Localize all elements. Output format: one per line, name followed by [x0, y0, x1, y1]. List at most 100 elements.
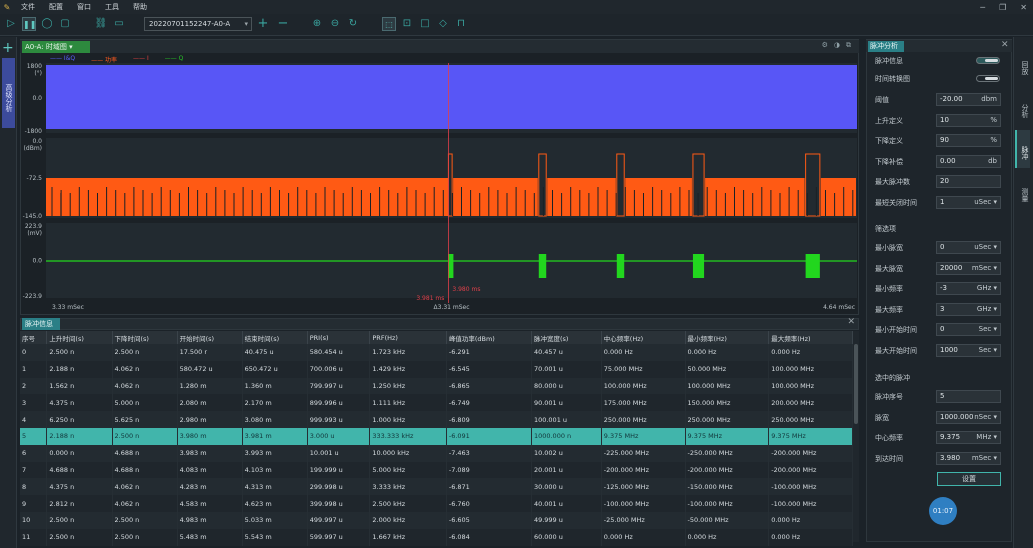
table-cell: 9.375 MHz	[685, 427, 770, 445]
lock-icon[interactable]: ◑	[833, 41, 846, 49]
column-header[interactable]: 脉冲宽度(s)	[531, 331, 602, 344]
tab-pulse-info[interactable]: 脉冲信息	[22, 318, 60, 330]
column-header[interactable]: 峰值功率(dBm)	[446, 331, 532, 344]
table-cell: 100.001 u	[531, 411, 602, 428]
field-input[interactable]: 0 Sec ▾	[936, 323, 1001, 336]
table-row[interactable]: 5 2.188 n 2.500 n 3.980 m 3.981 m 3.000 u 333.…	[20, 427, 853, 445]
pulse-info-toggle[interactable]	[976, 57, 1000, 64]
y-unit-label: (mV)	[27, 230, 42, 237]
column-header[interactable]: 开始时间(s)	[177, 331, 243, 344]
stop-icon[interactable]: ▢	[60, 18, 70, 29]
table-scrollbar[interactable]	[853, 331, 859, 542]
table-cell: 100.000 MHz	[768, 377, 853, 395]
zoom-in-icon[interactable]: ⊕	[312, 18, 322, 29]
field-input[interactable]: -3 GHz ▾	[936, 282, 1001, 295]
field-input[interactable]: 3 GHz ▾	[936, 302, 1001, 316]
table-cell: -6.291	[446, 344, 532, 361]
column-header[interactable]: PRF(Hz)	[369, 331, 447, 344]
table-cell: 60.000 u	[531, 528, 602, 546]
time-domain-chart[interactable]: 1800 0.0 -1800 (°) 0.0 -72.5 -145.0 (dBm) 223.9 0…	[22, 63, 857, 313]
close-icon[interactable]: ✕	[847, 317, 855, 327]
column-header[interactable]: 中心频率(Hz)	[601, 331, 686, 344]
loop-icon[interactable]: ◯	[41, 18, 53, 29]
cursor-label: 3.981 ms	[416, 295, 444, 302]
column-header[interactable]: 最小频率(Hz)	[685, 331, 770, 344]
tab-pulse-analysis[interactable]: 脉冲分析	[868, 41, 904, 52]
field-label: 脉冲序号	[875, 393, 903, 401]
right-rail-tab[interactable]: 分析	[1021, 104, 1029, 118]
right-rail-tab[interactable]: 脉冲	[1015, 130, 1030, 168]
folder-icon[interactable]: ▭	[114, 18, 124, 29]
table-row[interactable]: 0 2.500 n 2.500 n 17.500 r 40.475 u 580.454 u…	[20, 344, 853, 361]
table-row[interactable]: 9 2.812 n 4.062 n 4.583 m 4.623 m 399.998 u 2.…	[20, 495, 853, 512]
select-cursor-icon[interactable]: ⬚	[382, 17, 396, 31]
pause-icon[interactable]: ❚❚	[22, 17, 36, 31]
region-icon[interactable]: □	[420, 18, 430, 29]
table-cell: 4.983 m	[177, 511, 243, 529]
pulse-icon[interactable]: ⊓	[457, 18, 465, 29]
column-header[interactable]: 下降时间(s)	[112, 331, 178, 344]
table-row[interactable]: 1 2.188 n 4.062 n 580.472 u 650.472 u 700.006…	[20, 360, 853, 378]
table-row[interactable]: 6 0.000 n 4.688 n 3.983 m 3.993 m 10.001 u 10.…	[20, 444, 853, 462]
set-button[interactable]: 设置	[937, 472, 1001, 486]
field-input[interactable]: 5	[936, 390, 1001, 403]
table-row[interactable]: 3 4.375 n 5.000 n 2.080 m 2.170 m 899.996 u 1.…	[20, 394, 853, 412]
field-input[interactable]: 0.00 db	[936, 154, 1001, 168]
refresh-icon[interactable]: ↻	[348, 18, 358, 29]
field-value: 0	[940, 325, 945, 333]
field-input[interactable]: 1000 Sec ▾	[936, 343, 1001, 357]
marker-icon[interactable]: ◇	[439, 18, 447, 29]
table-row[interactable]: 8 4.375 n 4.062 n 4.283 m 4.313 m 299.998 u 3.…	[20, 478, 853, 496]
field-input[interactable]: 20	[936, 175, 1001, 188]
table-scrollbar-thumb[interactable]	[854, 344, 858, 424]
field-input[interactable]: 9.375 MHz ▾	[936, 431, 1001, 444]
right-rail-tab[interactable]: 测量	[1021, 188, 1029, 202]
close-window-icon[interactable]: ✕	[1020, 2, 1027, 12]
play-icon[interactable]: ▷	[7, 18, 15, 29]
column-header[interactable]: 最大频率(Hz)	[768, 331, 853, 344]
series-power-fill	[820, 178, 856, 216]
right-rail-tab[interactable]: 回放	[1021, 61, 1029, 75]
table-row[interactable]: 4 6.250 n 5.625 n 2.980 m 3.080 m 999.993 u 1.…	[20, 411, 853, 428]
tab-time-domain[interactable]: A0-A: 时域图 ▾	[22, 41, 90, 53]
field-input[interactable]: 0 uSec ▾	[936, 241, 1001, 254]
add-panel-icon[interactable]: +	[2, 40, 14, 56]
time-convert-toggle[interactable]	[976, 75, 1000, 82]
table-row[interactable]: 2 1.562 n 4.062 n 1.280 m 1.360 m 799.997 u 1.…	[20, 377, 853, 395]
expand-icon[interactable]: ⧉	[846, 41, 857, 49]
field-input[interactable]: 20000 mSec ▾	[936, 261, 1001, 275]
file-select[interactable]: 20220701152247-A0-A ▾	[144, 17, 252, 31]
field-input[interactable]: 1 uSec ▾	[936, 195, 1001, 209]
menu-tools[interactable]: 工具	[105, 3, 119, 11]
tab-advanced-analysis[interactable]: 高级分析	[2, 58, 15, 128]
table-cell: 17.500 r	[177, 344, 243, 361]
column-header[interactable]: 序号	[20, 331, 48, 344]
settings-icon[interactable]: ⚙	[821, 41, 834, 49]
close-icon[interactable]: ✕	[1001, 40, 1009, 50]
table-cell: -6.091	[446, 427, 532, 445]
column-header[interactable]: PRI(s)	[307, 331, 371, 344]
link-icon[interactable]: ⛓	[94, 18, 108, 29]
menu-window[interactable]: 窗口	[77, 3, 91, 11]
table-cell: 5	[20, 427, 48, 445]
restore-icon[interactable]: ❐	[999, 2, 1007, 12]
field-input[interactable]: 3.980 mSec ▾	[936, 451, 1001, 465]
menu-file[interactable]: 文件	[21, 3, 35, 11]
field-input[interactable]: 90%	[936, 134, 1001, 147]
add-icon[interactable]: +	[257, 16, 269, 31]
table-cell: 6	[20, 444, 48, 462]
menu-config[interactable]: 配置	[49, 3, 63, 11]
column-header[interactable]: 上升时间(s)	[46, 331, 113, 344]
zoom-box-icon[interactable]: ⊡	[402, 18, 412, 29]
zoom-out-icon[interactable]: ⊖	[330, 18, 340, 29]
menu-help[interactable]: 帮助	[133, 3, 147, 11]
remove-icon[interactable]: −	[277, 16, 289, 31]
field-input[interactable]: 1000.000 nSec ▾	[936, 410, 1001, 424]
field-input[interactable]: 10%	[936, 113, 1001, 127]
field-input[interactable]: -20.00 dbm	[936, 93, 1001, 106]
column-header[interactable]: 结束时间(s)	[242, 331, 308, 344]
table-row[interactable]: 7 4.688 n 4.688 n 4.083 m 4.103 m 199.999 u 5.…	[20, 461, 853, 479]
minimize-icon[interactable]: ─	[980, 2, 986, 12]
